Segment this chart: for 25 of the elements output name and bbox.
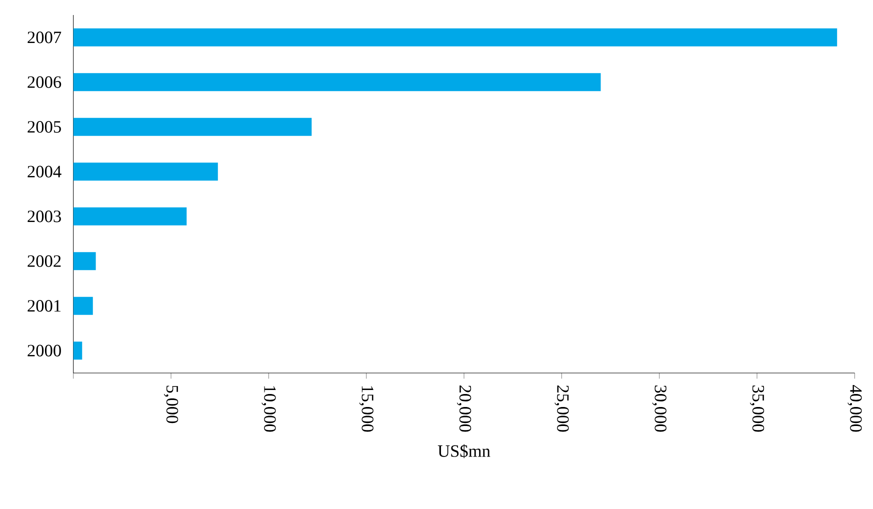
bar [73,162,218,181]
y-tick-label: 2000 [28,344,61,356]
y-tick-label: 2005 [28,121,61,133]
y-tick-label: 2003 [28,210,61,222]
y-tick-label: 2002 [28,255,61,267]
x-tick-label: 10,000 [262,386,276,432]
bar [73,207,187,226]
bar [73,342,82,360]
y-tick-label: 2001 [28,300,61,312]
y-tick-label: 2006 [28,76,62,88]
x-tick-label: 5,000 [164,386,178,424]
bar [73,296,93,315]
x-tick-label: 20,000 [456,385,472,432]
x-axis-title: US$mn [438,444,490,458]
x-tick-label: 30,000 [652,386,666,432]
y-tick-label: 2007 [28,32,62,44]
bar [73,118,312,136]
x-tick-label: 40,000 [848,385,862,432]
x-tick-label: 35,000 [750,386,764,432]
bar [73,252,96,270]
x-tick-label: 15,000 [359,386,374,432]
y-tick-label: 2004 [28,166,62,178]
bar [73,28,838,46]
bar [73,73,601,92]
x-tick-label: 25,000 [554,385,569,432]
